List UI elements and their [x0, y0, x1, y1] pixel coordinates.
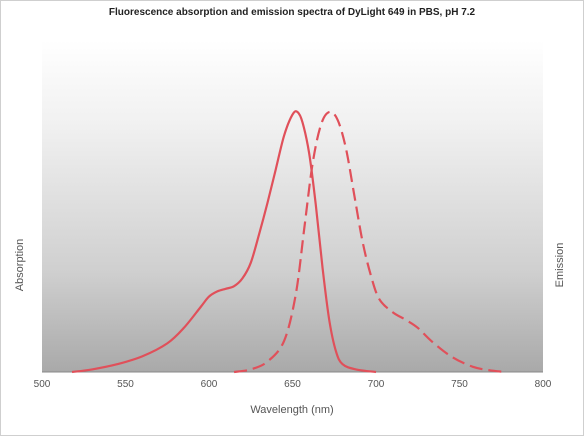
x-tick-label: 650	[284, 379, 301, 390]
x-tick-label: 800	[535, 379, 552, 390]
series-layer	[71, 110, 507, 374]
x-tick-labels: 500 550 600 650 700 750 800	[34, 379, 552, 390]
chart-title: Fluorescence absorption and emission spe…	[108, 7, 476, 18]
x-tick-label: 600	[201, 379, 218, 390]
y-axis-label-left: Absorption	[14, 239, 26, 292]
x-tick-label: 550	[117, 379, 134, 390]
x-axis-label: Wavelength (nm)	[250, 404, 333, 416]
x-tick-label: 750	[451, 379, 468, 390]
absorption-curve	[71, 110, 377, 374]
y-axis-label-right: Emission	[554, 243, 566, 288]
x-tick-label: 500	[34, 379, 51, 390]
plot-area	[42, 40, 543, 372]
emission-curve	[233, 110, 507, 374]
x-tick-label: 700	[368, 379, 385, 390]
